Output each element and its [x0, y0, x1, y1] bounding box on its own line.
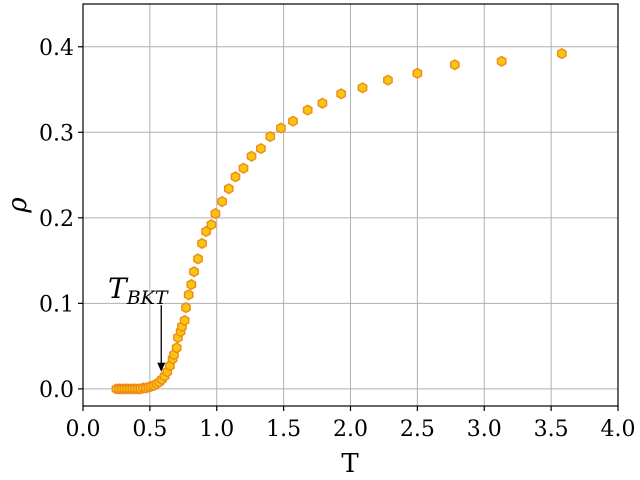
annotation-label: TBKT — [108, 272, 169, 309]
data-point — [210, 207, 221, 220]
plot-frame — [82, 3, 619, 407]
data-point — [181, 302, 191, 314]
data-point — [186, 278, 197, 291]
y-tick-label: 0.4 — [39, 36, 74, 61]
y-axis-label: ρ — [3, 197, 33, 214]
annotation-main: T — [108, 272, 129, 305]
data-point — [288, 115, 298, 127]
data-point — [256, 142, 266, 155]
data-point — [179, 314, 190, 327]
x-tick-label: 4.0 — [601, 417, 636, 442]
x-tick-label: 2.0 — [333, 417, 368, 442]
data-point — [217, 195, 227, 208]
data-point — [336, 88, 346, 100]
data-point — [223, 183, 234, 195]
data-point — [230, 171, 241, 183]
x-tick-label: 2.5 — [400, 417, 435, 442]
data-point — [357, 82, 368, 94]
y-tick-label: 0.3 — [39, 121, 74, 146]
y-axis: 0.0 0.1 0.2 0.3 0.4 — [39, 36, 83, 403]
data-series — [111, 48, 567, 395]
data-point — [183, 289, 194, 301]
x-axis-label: T — [341, 449, 359, 479]
x-tick-label: 3.0 — [467, 417, 502, 442]
data-point — [556, 48, 567, 60]
data-point — [496, 55, 507, 67]
x-tick-label: 3.5 — [534, 417, 569, 442]
data-point — [302, 104, 313, 116]
x-tick-label: 0.5 — [132, 417, 167, 442]
data-point — [193, 253, 203, 265]
x-tick-label: 1.0 — [199, 417, 234, 442]
data-point — [317, 97, 328, 109]
annotation-subscript: BKT — [126, 287, 169, 309]
data-point — [265, 130, 276, 143]
data-point — [449, 59, 460, 71]
data-point — [412, 67, 423, 79]
data-point — [238, 162, 249, 174]
x-tick-label: 1.5 — [266, 417, 301, 442]
data-point — [383, 74, 393, 86]
annotation: TBKT — [108, 272, 169, 372]
data-point — [197, 237, 207, 250]
y-tick-label: 0.1 — [39, 292, 74, 317]
data-point — [276, 122, 286, 134]
data-point — [206, 219, 217, 231]
annotation-arrowhead — [157, 362, 166, 372]
x-tick-label: 0.0 — [66, 417, 101, 442]
data-point — [246, 150, 257, 162]
grid — [82, 4, 619, 406]
y-tick-label: 0.2 — [39, 207, 74, 232]
x-axis: 0.0 0.5 1.0 1.5 2.0 2.5 3.0 3.5 4.0 — [66, 406, 636, 442]
y-tick-label: 0.0 — [39, 378, 74, 403]
data-point — [189, 266, 199, 278]
data-point — [171, 342, 182, 354]
